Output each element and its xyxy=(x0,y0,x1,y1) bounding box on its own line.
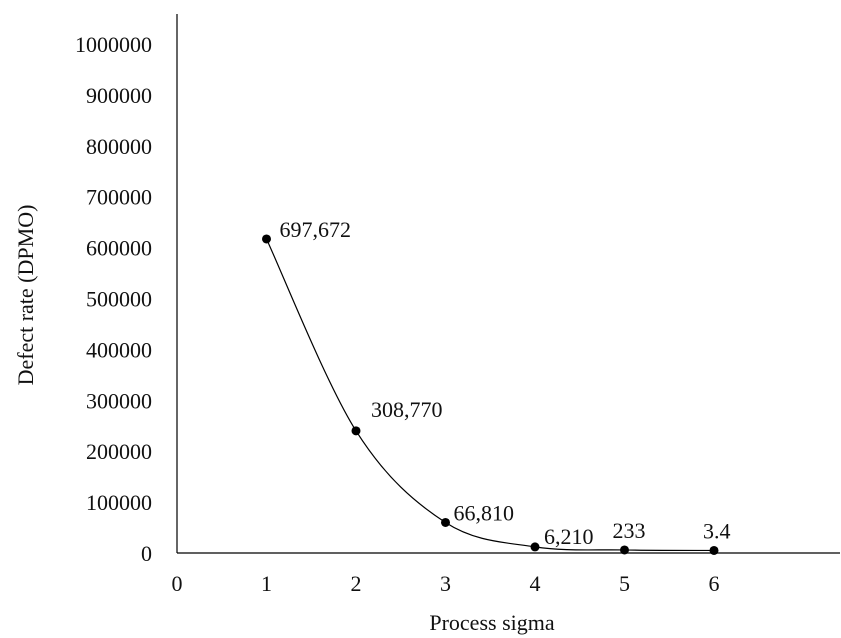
y-tick-label: 1000000 xyxy=(75,32,152,57)
y-tick-label: 500000 xyxy=(86,287,152,312)
y-tick-label: 300000 xyxy=(86,388,152,413)
y-tick-label: 400000 xyxy=(86,337,152,362)
data-point xyxy=(262,234,271,244)
x-tick-label: 4 xyxy=(530,571,541,596)
data-label: 66,810 xyxy=(454,500,515,525)
data-point xyxy=(441,517,450,527)
x-tick-label: 3 xyxy=(440,571,451,596)
y-tick-label: 600000 xyxy=(86,236,152,261)
y-tick-label: 700000 xyxy=(86,185,152,210)
data-labels: 697,672 308,770 66,810 6,210 233 3.4 xyxy=(280,217,731,549)
data-label: 308,770 xyxy=(371,397,443,422)
x-tick-label: 6 xyxy=(709,571,720,596)
y-tick-label: 0 xyxy=(141,541,152,566)
y-axis-tick-labels: 0 100000 200000 300000 400000 500000 600000 700… xyxy=(75,32,152,566)
y-tick-label: 100000 xyxy=(86,490,152,515)
y-axis-title: Defect rate (DPMO) xyxy=(13,205,38,386)
x-tick-label: 0 xyxy=(172,571,183,596)
y-tick-label: 200000 xyxy=(86,439,152,464)
x-axis-tick-labels: 0 1 2 3 4 5 6 xyxy=(172,571,720,596)
y-tick-label: 800000 xyxy=(86,134,152,159)
x-axis-title: Process sigma xyxy=(429,610,555,635)
data-point xyxy=(709,545,719,555)
y-tick-label: 900000 xyxy=(86,83,152,108)
x-tick-label: 1 xyxy=(261,571,272,596)
data-label: 233 xyxy=(613,518,646,543)
data-point xyxy=(351,426,361,436)
x-tick-label: 2 xyxy=(351,571,362,596)
data-label: 6,210 xyxy=(544,524,594,549)
data-point xyxy=(620,545,629,555)
data-point xyxy=(530,542,540,552)
data-points xyxy=(262,234,719,555)
x-tick-label: 5 xyxy=(619,571,630,596)
data-label: 697,672 xyxy=(280,217,352,242)
data-label: 3.4 xyxy=(703,518,731,543)
